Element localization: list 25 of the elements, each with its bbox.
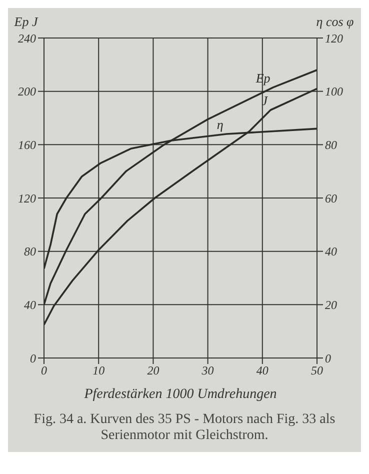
y-tick-label: 80: [24, 244, 36, 259]
y2-tick-label: 60: [325, 191, 337, 206]
caption: Fig. 34 a. Kurven des 35 PS - Motors nach Fig. 33 als Serienmotor mit Gleichstrom.: [32, 411, 336, 445]
x-tick-label: 50: [311, 364, 323, 378]
y2-tick-label: 20: [325, 298, 337, 312]
x-tick-label: 30: [200, 364, 214, 378]
y2-tick-label: 40: [325, 244, 337, 259]
y2-tick-label: 80: [325, 138, 337, 152]
x-tick-label: 40: [256, 364, 268, 378]
x-tick-label: 20: [147, 364, 160, 378]
x-tick-label: 0: [41, 364, 47, 378]
y-tick-label: 160: [18, 138, 36, 152]
x-tick-label: 10: [92, 364, 105, 378]
y2-tick-label: 100: [325, 84, 343, 99]
x-axis-title: Pferdestärken 1000 Umdrehungen: [83, 387, 277, 402]
y-tick-label: 40: [24, 298, 36, 312]
y-tick-label: 0: [30, 351, 36, 366]
y2-axis-title: η cos φ: [316, 14, 354, 29]
series-label: η: [216, 117, 224, 132]
y2-tick-label: 120: [325, 31, 343, 46]
y-tick-label: 120: [18, 191, 36, 206]
y-tick-label: 240: [18, 31, 36, 46]
y-tick-label: 200: [18, 84, 36, 99]
y-axis-title: Ep J: [13, 14, 39, 29]
y2-tick-label: 0: [325, 351, 331, 366]
